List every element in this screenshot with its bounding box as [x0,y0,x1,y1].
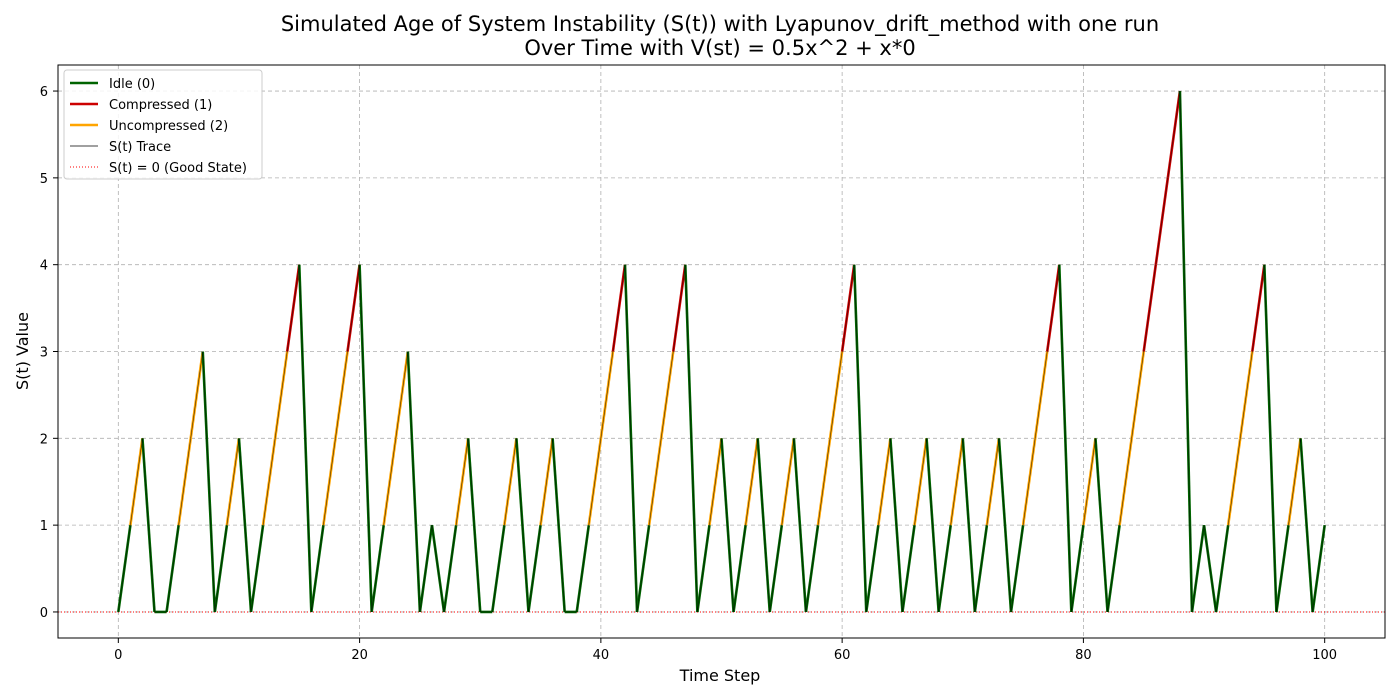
x-tick-label: 80 [1075,648,1092,663]
trace-line [118,91,1325,613]
y-tick-label: 4 [40,259,48,274]
legend-label: Idle (0) [109,77,155,92]
x-tick-label: 20 [351,648,368,663]
y-tick-label: 6 [40,85,48,100]
x-tick-label: 60 [834,648,851,663]
legend: Idle (0) Compressed (1) Uncompressed (2) S(… [63,69,263,180]
y-tick-label: 2 [40,432,48,447]
legend-label: S(t) Trace [109,140,171,155]
y-tick-label: 5 [40,172,48,187]
y-tick-label: 3 [40,346,48,361]
y-axis: 0 1 2 3 4 5 6 [40,85,58,621]
trace-group [118,91,1325,613]
x-tick-label: 0 [114,648,122,663]
chart-title-line2: Over Time with V(st) = 0.5x^2 + x*0 [524,36,915,60]
x-tick-label: 40 [593,648,610,663]
legend-label: S(t) = 0 (Good State) [109,161,247,176]
y-tick-label: 0 [40,606,48,621]
y-axis-label: S(t) Value [13,312,32,390]
grid [58,65,1385,638]
x-tick-label: 100 [1312,648,1337,663]
legend-label: Uncompressed (2) [109,119,228,134]
chart-title-line1: Simulated Age of System Instability (S(t… [281,12,1159,37]
legend-box [63,69,263,180]
x-axis: 0 20 40 60 80 100 [114,638,1337,663]
legend-label: Compressed (1) [109,98,212,113]
x-axis-label: Time Step [679,666,761,685]
y-tick-label: 1 [40,519,48,534]
